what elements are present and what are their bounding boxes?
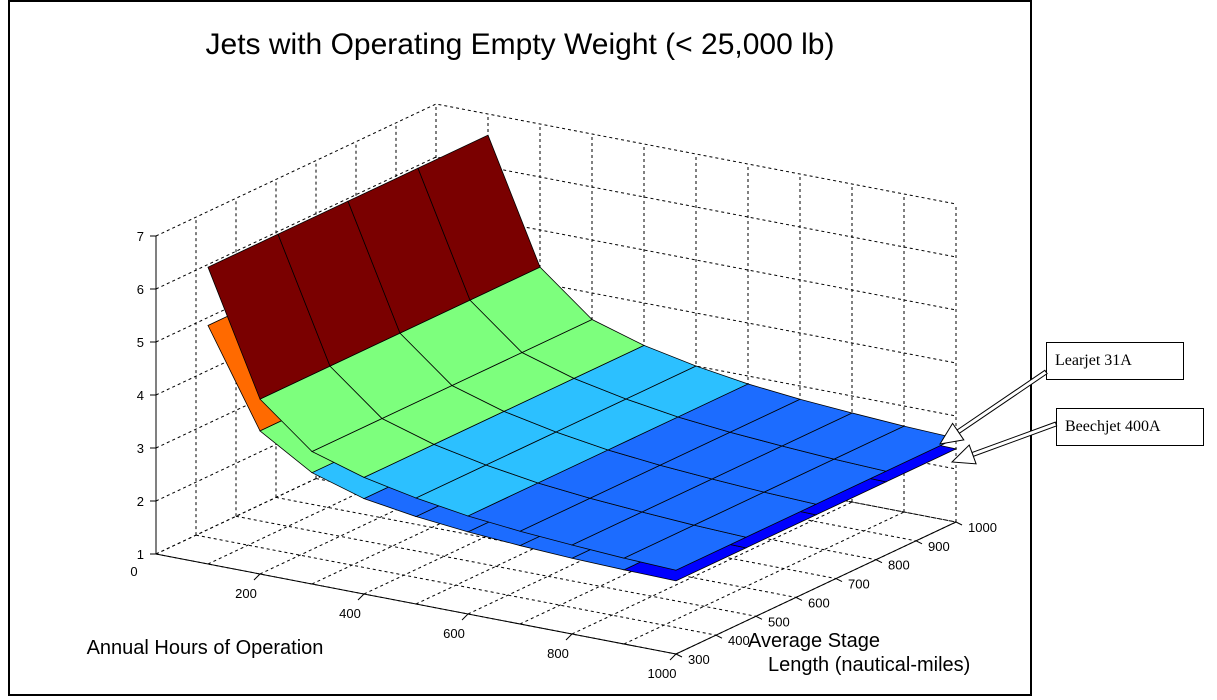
gridline-z: [155, 103, 957, 237]
y-tick-label: 300: [688, 652, 710, 667]
y-tick: [835, 578, 843, 583]
y-tick: [675, 653, 683, 658]
chart-title: Jets with Operating Empty Weight (< 25,0…: [206, 28, 835, 61]
y-tick-label: 1000: [968, 520, 997, 535]
y-tick: [755, 615, 763, 620]
y-axis-label: Average Stage Length (nautical-miles): [748, 630, 970, 676]
gridline-y-floor: [195, 534, 717, 636]
z-tick-label: 4: [137, 388, 144, 403]
z-tick-label: 3: [137, 441, 144, 456]
y-axis-label-line: Length (nautical-miles): [768, 654, 970, 676]
x-tick-label: 1000: [648, 666, 677, 681]
y-tick: [915, 540, 923, 545]
y-tick: [955, 521, 963, 526]
y-tick-label: 600: [808, 595, 830, 610]
z-tick-label: 1: [137, 547, 144, 562]
x-tick: [461, 613, 469, 621]
y-tick-label: 900: [928, 539, 950, 554]
y-tick: [875, 559, 883, 564]
z-tick-label: 2: [137, 494, 144, 509]
z-tick-label: 6: [137, 282, 144, 297]
x-axis: [155, 553, 677, 655]
gridline-z: [155, 156, 957, 290]
y-tick-label: 500: [768, 614, 790, 629]
surface-patch: [417, 134, 541, 301]
z-tick-label: 5: [137, 335, 144, 350]
y-tick-label: 700: [848, 577, 870, 592]
x-tick: [357, 593, 365, 601]
chart-figure: 1 2 3 4 5 6 7 0 200 400 600 800 1000 300 400 500 600 700 8…: [8, 0, 1032, 696]
y-tick: [795, 596, 803, 601]
x-origin-label: 0: [130, 564, 137, 579]
callout-learjet-31a: Learjet 31A: [1046, 342, 1184, 380]
y-tick-label: 400: [728, 633, 750, 648]
y-tick: [715, 634, 723, 639]
x-tick-label: 800: [547, 646, 569, 661]
surface-learjet-31a: [207, 134, 958, 571]
x-tick-label: 400: [339, 606, 361, 621]
callout-beechjet-400a: Beechjet 400A: [1056, 408, 1204, 446]
x-tick-label: 200: [235, 586, 257, 601]
x-tick: [565, 633, 573, 641]
x-axis-label: Annual Hours of Operation: [87, 637, 324, 659]
y-tick-label: 800: [888, 558, 910, 573]
y-axis: [675, 521, 957, 655]
gridline-y-floor: [235, 515, 757, 617]
surface-plot: 1 2 3 4 5 6 7 0 200 400 600 800 1000 300 400 500 600 700 8…: [87, 28, 997, 681]
x-tick: [669, 653, 677, 661]
z-tick-label: 7: [137, 229, 144, 244]
y-axis-label-line: Average Stage: [748, 630, 880, 652]
tick-labels: 1 2 3 4 5 6 7 0 200 400 600 800 1000 300 400 500 600 700 8…: [130, 229, 997, 681]
x-tick-label: 600: [443, 626, 465, 641]
x-tick: [253, 573, 261, 581]
